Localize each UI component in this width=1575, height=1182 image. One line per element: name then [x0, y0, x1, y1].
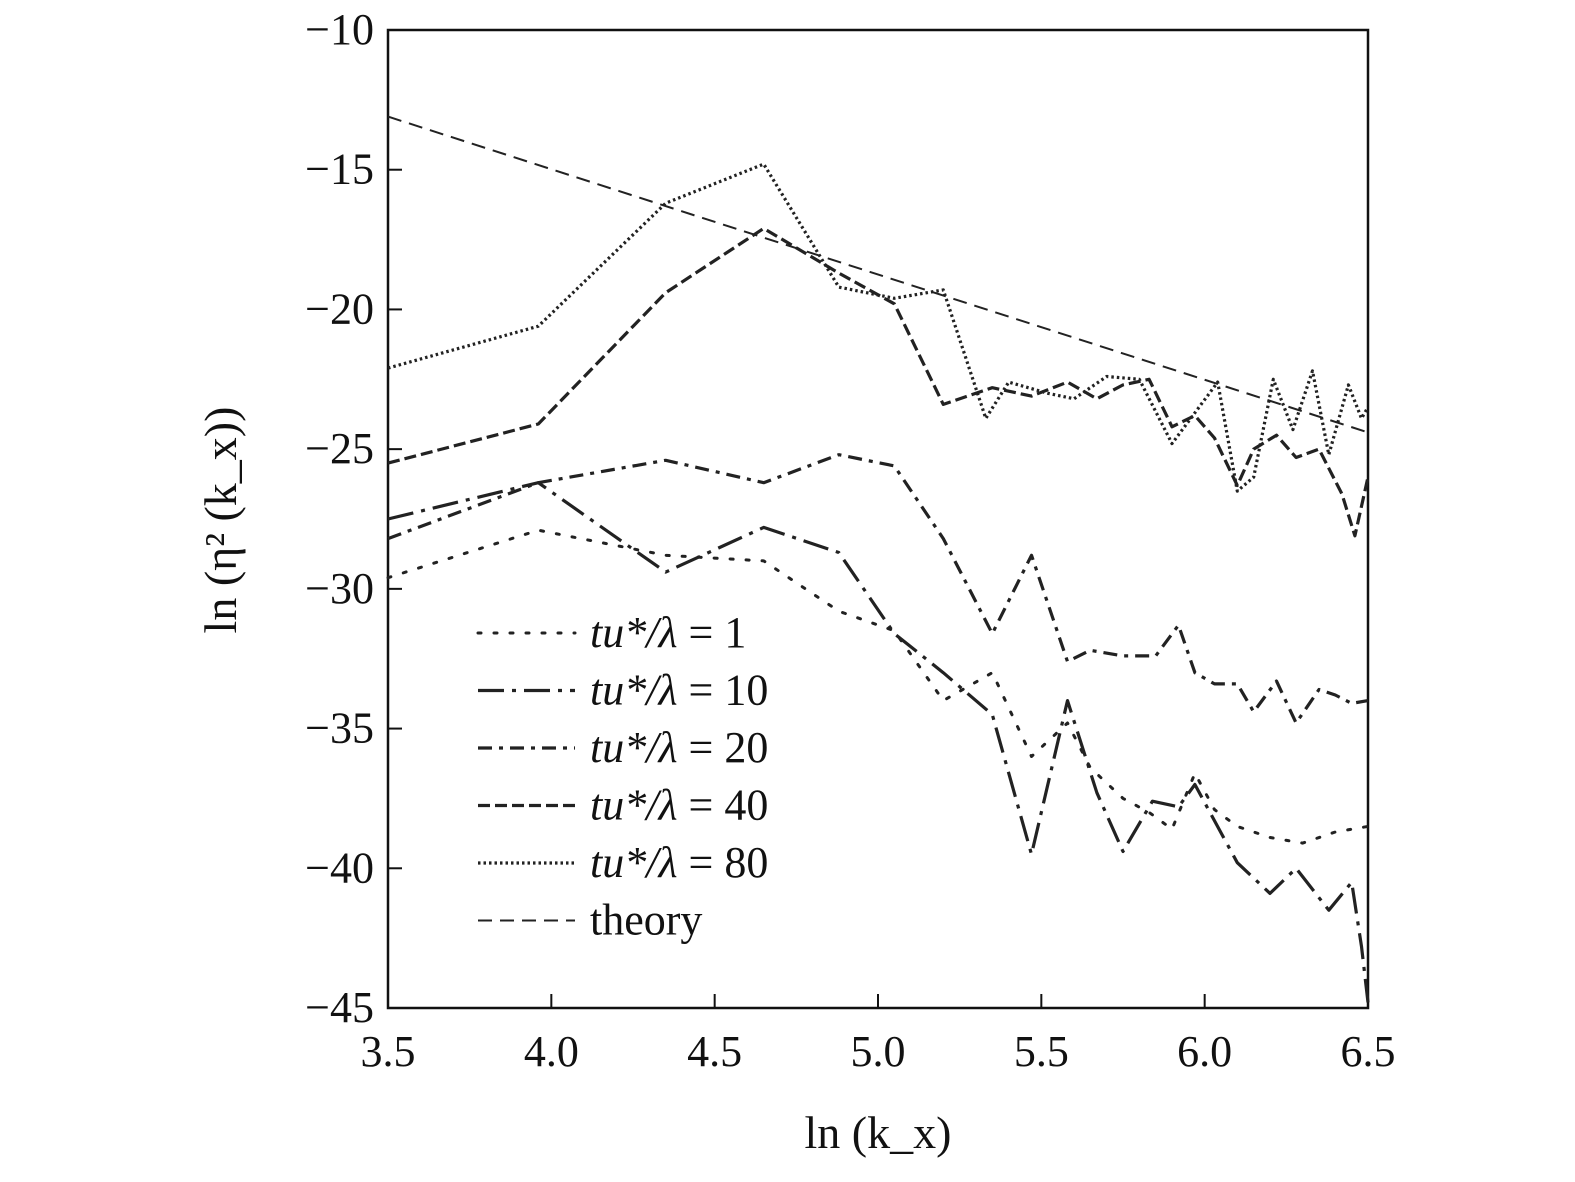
legend-label-2: tu*/λ = 20: [590, 723, 768, 772]
series-lines: [386, 115, 1370, 1003]
x-tick-label: 6.0: [1177, 1027, 1232, 1076]
series-line-0: [386, 528, 1370, 845]
y-axis-ticks: −10 −15 −20 −25 −30 −35 −40 −45: [305, 5, 402, 1032]
y-tick-label: −15: [305, 145, 374, 194]
y-axis-label: ln (η² (k_x)): [195, 407, 246, 634]
series-line-5: [387, 115, 1369, 434]
legend-label-5: theory: [590, 896, 702, 945]
series-line-1: [387, 481, 1370, 1003]
y-tick-label: −30: [305, 564, 374, 613]
plot-frame: [386, 28, 1370, 1010]
legend: tu*/λ = 1 tu*/λ = 10 tu*/λ = 20 tu*/λ = 40 t…: [476, 608, 768, 945]
series-line-2: [387, 453, 1369, 725]
legend-label-3: tu*/λ = 40: [590, 781, 768, 830]
x-tick-label: 4.5: [687, 1027, 742, 1076]
y-tick-label: −10: [305, 5, 374, 54]
y-tick-label: −45: [305, 983, 374, 1032]
x-tick-label: 4.0: [524, 1027, 579, 1076]
legend-label-4: tu*/λ = 80: [590, 838, 768, 887]
x-tick-label: 3.5: [361, 1027, 416, 1076]
x-tick-label: 5.5: [1014, 1027, 1069, 1076]
legend-label-0: tu*/λ = 1: [590, 608, 746, 657]
series-line-4: [387, 162, 1370, 493]
y-tick-label: −25: [305, 424, 374, 473]
x-axis-ticks: 3.5 4.0 4.5 5.0 5.5 6.0 6.5: [361, 994, 1396, 1076]
y-tick-label: −35: [305, 704, 374, 753]
x-tick-label: 6.5: [1341, 1027, 1396, 1076]
x-axis-label: ln (k_x): [805, 1107, 952, 1158]
legend-label-1: tu*/λ = 10: [590, 666, 768, 715]
y-tick-label: −40: [305, 843, 374, 892]
x-tick-label: 5.0: [851, 1027, 906, 1076]
y-tick-label: −20: [305, 284, 374, 333]
